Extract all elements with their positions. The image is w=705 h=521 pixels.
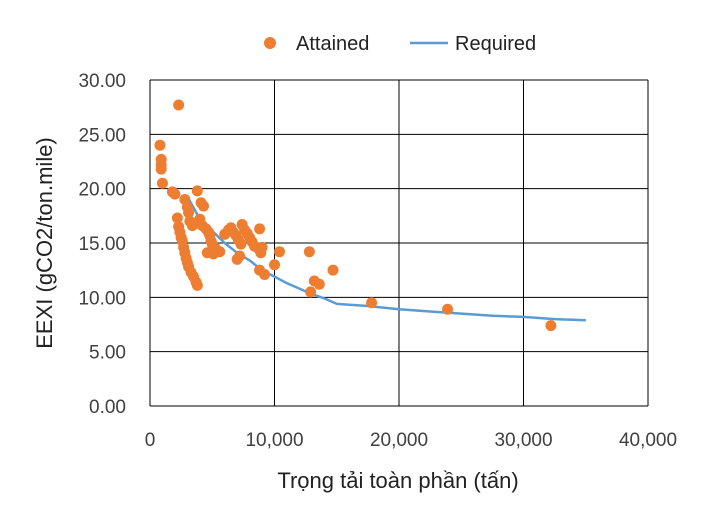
- y-tick-label: 10.00: [78, 288, 126, 309]
- attained-point: [155, 163, 167, 175]
- required-series: [186, 195, 586, 322]
- attained-point: [198, 200, 210, 212]
- attained-point: [273, 246, 285, 258]
- attained-point: [156, 177, 168, 189]
- attained-point: [173, 99, 185, 111]
- attained-point: [169, 188, 181, 200]
- attained-point: [235, 238, 247, 250]
- y-tick-label: 5.00: [89, 343, 126, 364]
- attained-point: [154, 139, 166, 151]
- x-tick-label: 20,000: [370, 430, 428, 451]
- x-axis-title: Trọng tải toàn phần (tấn): [277, 468, 518, 493]
- attained-point: [214, 246, 226, 258]
- legend: Attained Required: [264, 33, 536, 55]
- y-tick-label: 0.00: [89, 397, 126, 418]
- attained-point: [313, 278, 325, 290]
- grid-lines: [149, 79, 649, 407]
- attained-point: [234, 250, 246, 262]
- y-tick-label: 15.00: [78, 234, 126, 255]
- attained-point: [366, 297, 378, 309]
- y-axis-title: EEXI (gCO2/ton.mile): [32, 137, 57, 349]
- y-tick-label: 25.00: [78, 125, 126, 146]
- legend-required-label: Required: [455, 33, 536, 55]
- attained-point: [256, 241, 268, 253]
- attained-point: [327, 264, 339, 276]
- attained-point: [254, 223, 266, 235]
- attained-series: [154, 99, 557, 332]
- attained-point: [442, 303, 454, 315]
- x-tick-label: 10,000: [245, 430, 303, 451]
- attained-point: [545, 320, 557, 332]
- y-tick-label: 30.00: [78, 71, 126, 92]
- x-tick-label: 30,000: [494, 430, 552, 451]
- y-tick-label: 20.00: [78, 180, 126, 201]
- x-tick-label: 40,000: [619, 430, 677, 451]
- legend-attained-marker: [264, 37, 276, 49]
- attained-point: [303, 246, 315, 258]
- y-axis-ticks: 0.00 5.00 10.00 15.00 20.00 25.00 30.00: [78, 71, 126, 418]
- attained-point: [191, 185, 203, 197]
- attained-point: [269, 259, 280, 271]
- attained-point: [183, 207, 195, 219]
- required-line: [186, 195, 586, 322]
- legend-attained-label: Attained: [296, 33, 369, 55]
- x-tick-label: 0: [145, 430, 156, 451]
- attained-point: [191, 279, 203, 291]
- attained-point: [259, 269, 271, 281]
- x-axis-ticks: 0 10,000 20,000 30,000 40,000: [145, 430, 677, 451]
- attained-point: [171, 212, 183, 224]
- attained-point: [305, 286, 317, 298]
